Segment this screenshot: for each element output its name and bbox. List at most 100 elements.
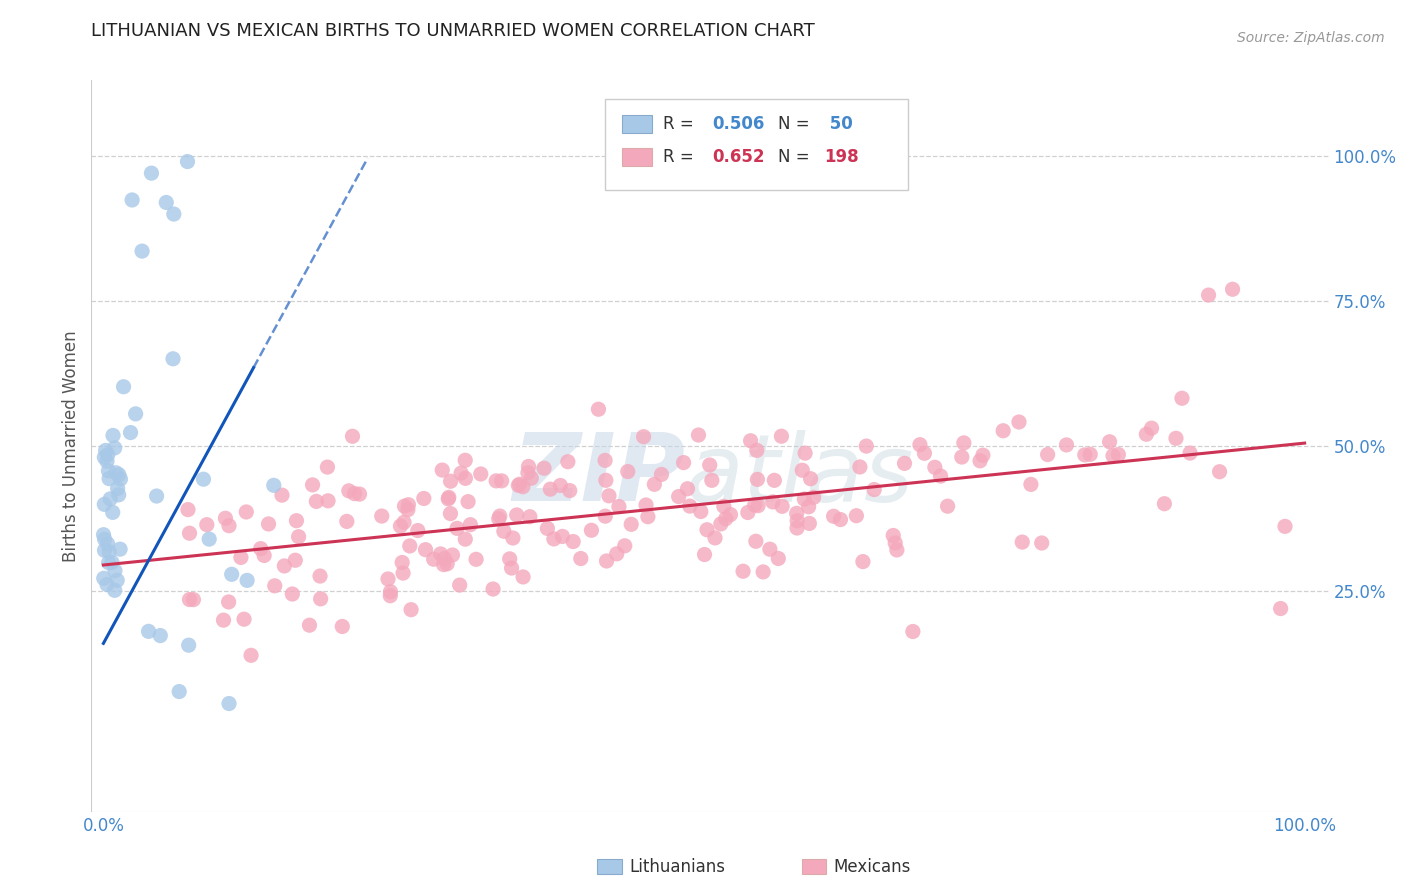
- Point: [950, 450, 973, 464]
- Point: [110, 472, 132, 486]
- Point: [516, 466, 538, 480]
- Point: [863, 483, 886, 497]
- Point: [429, 547, 451, 561]
- Point: [93, 527, 115, 541]
- Point: [713, 500, 735, 514]
- Point: [454, 532, 477, 546]
- Point: [823, 509, 845, 524]
- Point: [392, 516, 415, 530]
- Text: N =: N =: [778, 115, 815, 133]
- Point: [668, 490, 690, 504]
- Point: [179, 526, 201, 541]
- Point: [389, 519, 412, 533]
- Point: [1208, 465, 1230, 479]
- Point: [177, 502, 200, 516]
- Text: N =: N =: [778, 148, 815, 166]
- FancyBboxPatch shape: [623, 148, 652, 166]
- Point: [396, 502, 419, 516]
- Point: [98, 545, 121, 559]
- Point: [1164, 431, 1187, 445]
- Point: [97, 556, 120, 570]
- Point: [617, 465, 640, 479]
- Point: [281, 587, 304, 601]
- Point: [93, 543, 115, 558]
- Point: [786, 521, 808, 535]
- Point: [98, 472, 121, 486]
- FancyBboxPatch shape: [598, 859, 623, 874]
- Point: [786, 514, 808, 528]
- Point: [509, 477, 531, 491]
- Point: [398, 539, 420, 553]
- Point: [699, 458, 721, 472]
- Point: [744, 498, 766, 512]
- Point: [747, 472, 769, 486]
- Point: [271, 488, 294, 502]
- Text: 0.506: 0.506: [713, 115, 765, 133]
- Point: [436, 557, 458, 571]
- Point: [1078, 447, 1101, 461]
- Point: [1036, 448, 1059, 462]
- Point: [512, 570, 534, 584]
- Point: [763, 474, 786, 488]
- Point: [97, 537, 120, 551]
- Point: [588, 402, 610, 417]
- Point: [342, 429, 364, 443]
- Point: [924, 460, 946, 475]
- Point: [105, 574, 128, 588]
- Point: [433, 551, 456, 566]
- Point: [914, 446, 936, 460]
- Text: 0.652: 0.652: [713, 148, 765, 166]
- Point: [218, 595, 240, 609]
- Point: [371, 509, 394, 524]
- Point: [517, 459, 540, 474]
- Point: [195, 517, 218, 532]
- Text: ZIP: ZIP: [512, 429, 685, 521]
- Point: [672, 456, 695, 470]
- Point: [141, 166, 163, 180]
- Point: [733, 564, 755, 578]
- Point: [991, 424, 1014, 438]
- Point: [98, 491, 121, 506]
- Point: [101, 428, 124, 442]
- Point: [470, 467, 492, 481]
- Point: [595, 554, 617, 568]
- Point: [218, 697, 240, 711]
- Point: [104, 564, 127, 578]
- Point: [439, 474, 461, 488]
- Point: [689, 504, 711, 518]
- Point: [543, 532, 565, 546]
- Point: [745, 443, 768, 458]
- Point: [550, 478, 572, 492]
- Point: [392, 566, 415, 580]
- Point: [229, 550, 252, 565]
- Point: [953, 436, 976, 450]
- Point: [562, 534, 585, 549]
- Point: [581, 523, 603, 537]
- Point: [792, 463, 814, 477]
- Point: [107, 482, 129, 496]
- Point: [465, 552, 488, 566]
- Text: 198: 198: [824, 148, 859, 166]
- Point: [309, 591, 332, 606]
- Point: [762, 495, 785, 509]
- Point: [593, 509, 616, 524]
- Point: [162, 351, 184, 366]
- Point: [439, 507, 461, 521]
- Point: [1074, 448, 1097, 462]
- Point: [155, 195, 177, 210]
- Point: [193, 472, 215, 486]
- Point: [491, 474, 513, 488]
- Point: [520, 471, 543, 485]
- Point: [786, 506, 808, 520]
- Point: [704, 531, 727, 545]
- Point: [212, 613, 235, 627]
- Point: [606, 547, 628, 561]
- Point: [633, 430, 655, 444]
- Point: [273, 558, 295, 573]
- Text: atlas: atlas: [685, 430, 914, 521]
- Point: [488, 512, 510, 526]
- Text: R =: R =: [664, 148, 699, 166]
- Point: [1222, 282, 1244, 296]
- Point: [613, 539, 636, 553]
- Point: [309, 569, 332, 583]
